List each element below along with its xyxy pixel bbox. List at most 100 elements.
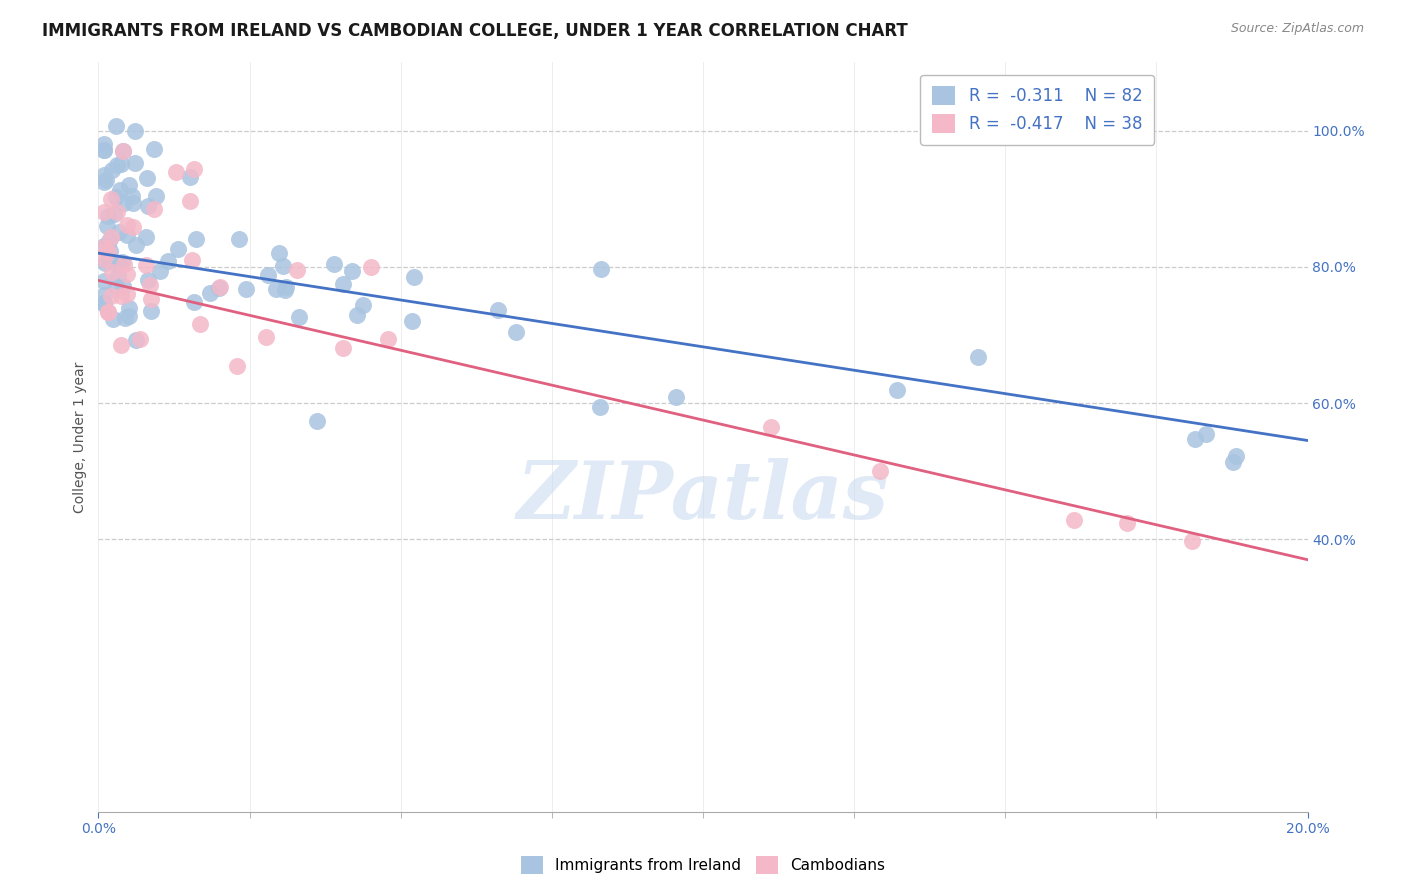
Point xyxy=(135,171,157,186)
Point xyxy=(401,314,423,328)
Point xyxy=(111,255,134,269)
Point xyxy=(93,296,115,310)
Point xyxy=(269,246,291,260)
Point xyxy=(143,142,166,156)
Point xyxy=(332,342,354,356)
Point xyxy=(208,281,231,295)
Point xyxy=(124,123,146,137)
Point xyxy=(121,189,143,203)
Point xyxy=(93,239,115,253)
Point xyxy=(264,282,287,296)
Point xyxy=(100,289,122,303)
Point xyxy=(1195,426,1218,441)
Point xyxy=(104,279,127,293)
Point xyxy=(486,303,509,318)
Point xyxy=(198,285,221,300)
Point xyxy=(108,183,131,197)
Point xyxy=(112,279,135,293)
Point xyxy=(115,287,138,301)
Point xyxy=(112,257,135,271)
Point xyxy=(93,252,115,267)
Point xyxy=(110,338,132,352)
Point xyxy=(352,298,374,312)
Point xyxy=(276,280,298,294)
Point xyxy=(141,304,163,318)
Point xyxy=(143,202,166,216)
Point xyxy=(167,242,190,256)
Point xyxy=(136,199,159,213)
Point xyxy=(101,163,124,178)
Point xyxy=(117,267,139,281)
Point xyxy=(139,278,162,293)
Point xyxy=(93,143,115,157)
Point xyxy=(112,196,135,211)
Point xyxy=(285,263,308,277)
Point xyxy=(110,157,132,171)
Point xyxy=(108,225,131,239)
Point xyxy=(759,420,782,434)
Point xyxy=(128,333,150,347)
Point xyxy=(332,277,354,292)
Point xyxy=(93,144,115,158)
Point xyxy=(254,330,277,344)
Point xyxy=(225,359,247,373)
Point xyxy=(93,136,115,151)
Point xyxy=(184,232,207,246)
Point xyxy=(665,390,688,404)
Point xyxy=(589,261,612,276)
Point xyxy=(115,227,138,242)
Point xyxy=(179,169,201,184)
Point xyxy=(111,144,134,158)
Point xyxy=(98,244,121,258)
Point xyxy=(111,144,134,158)
Point xyxy=(97,305,120,319)
Point xyxy=(377,332,399,346)
Point xyxy=(181,253,204,268)
Point xyxy=(105,189,128,203)
Point xyxy=(271,259,294,273)
Point xyxy=(1063,513,1085,527)
Point xyxy=(183,161,205,176)
Point xyxy=(228,232,250,246)
Point xyxy=(967,350,990,364)
Point xyxy=(183,295,205,310)
Point xyxy=(103,207,125,221)
Point xyxy=(145,188,167,202)
Point xyxy=(94,256,117,270)
Point xyxy=(100,229,122,244)
Point xyxy=(404,270,426,285)
Point xyxy=(93,175,115,189)
Point xyxy=(118,178,141,192)
Point xyxy=(96,219,118,233)
Point xyxy=(125,238,148,252)
Point xyxy=(93,204,115,219)
Point xyxy=(188,317,211,331)
Point xyxy=(103,312,125,326)
Point xyxy=(93,168,115,182)
Point xyxy=(342,264,364,278)
Point xyxy=(93,240,115,254)
Point xyxy=(97,209,120,223)
Point xyxy=(360,260,382,274)
Point xyxy=(346,308,368,322)
Legend: R =  -0.311    N = 82, R =  -0.417    N = 38: R = -0.311 N = 82, R = -0.417 N = 38 xyxy=(921,75,1154,145)
Point xyxy=(97,304,120,318)
Point xyxy=(114,311,136,326)
Point xyxy=(165,165,187,179)
Point xyxy=(94,173,117,187)
Point xyxy=(93,274,115,288)
Point xyxy=(100,265,122,279)
Point xyxy=(122,195,145,210)
Point xyxy=(118,301,141,315)
Point xyxy=(323,257,346,271)
Point xyxy=(1184,432,1206,446)
Legend: Immigrants from Ireland, Cambodians: Immigrants from Ireland, Cambodians xyxy=(515,850,891,880)
Point xyxy=(256,268,278,282)
Point xyxy=(1181,533,1204,548)
Point xyxy=(1222,455,1244,469)
Point xyxy=(98,234,121,248)
Point xyxy=(97,254,120,268)
Point xyxy=(124,156,146,170)
Text: IMMIGRANTS FROM IRELAND VS CAMBODIAN COLLEGE, UNDER 1 YEAR CORRELATION CHART: IMMIGRANTS FROM IRELAND VS CAMBODIAN COL… xyxy=(42,22,908,40)
Point xyxy=(274,283,297,297)
